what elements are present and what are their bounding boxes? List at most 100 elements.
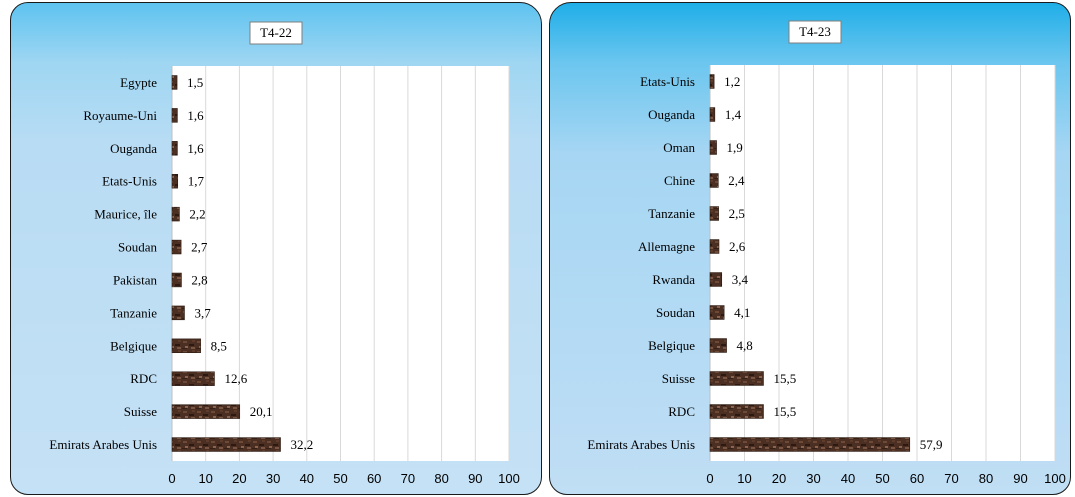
bar: [171, 437, 281, 452]
chart-t4-22: T4-22 0 10 20 30 40 50 60 70 80 90 100 Egypte 1,5 Roya…: [49, 21, 520, 486]
category-label: Emirats Arabes Unis: [49, 437, 157, 452]
data-label: 1,2: [724, 74, 740, 89]
bar: [171, 173, 179, 189]
bar: [709, 371, 764, 386]
data-label: 1,5: [187, 75, 203, 90]
bar: [171, 239, 182, 255]
x-tick-label: 40: [300, 471, 314, 486]
data-label: 3,4: [732, 272, 749, 287]
data-label: 2,8: [191, 272, 207, 287]
data-label: 32,2: [291, 437, 314, 452]
category-label: Etats-Unis: [640, 74, 695, 89]
category-label: RDC: [130, 371, 157, 386]
bar: [709, 107, 716, 122]
data-label: 1,7: [188, 174, 205, 189]
x-tick-label: 0: [168, 471, 175, 486]
bar: [171, 305, 185, 321]
x-tick-label: 20: [772, 471, 786, 486]
bar: [171, 206, 180, 222]
x-tick-label: 80: [434, 471, 448, 486]
x-tick-label: 80: [979, 471, 993, 486]
category-label: Belgique: [648, 338, 695, 353]
x-tick-label: 100: [1044, 471, 1066, 486]
bar: [709, 404, 764, 419]
bar: [171, 371, 215, 386]
x-tick-label: 10: [198, 471, 212, 486]
bar: [171, 272, 182, 288]
category-label: Emirats Arabes Unis: [587, 437, 695, 452]
x-tick-label: 40: [841, 471, 855, 486]
bar: [709, 239, 720, 254]
category-label: Pakistan: [113, 272, 158, 287]
category-label: RDC: [668, 404, 695, 419]
x-tick-label: 50: [333, 471, 347, 486]
x-tick-label: 0: [706, 471, 713, 486]
x-tick-label: 20: [232, 471, 246, 486]
bar: [709, 140, 717, 155]
bar: [709, 338, 727, 353]
x-tick-label: 90: [1013, 471, 1027, 486]
category-label: Etats-Unis: [102, 174, 157, 189]
x-tick-label: 100: [498, 471, 520, 486]
category-label: Soudan: [118, 240, 158, 255]
x-tick-label: 70: [401, 471, 415, 486]
category-label: Tanzanie: [648, 206, 695, 221]
chart-t4-23: T4-23 0 10 20 30 40 50 60 70 80 90 100 Etats-Unis 1,2…: [587, 20, 1066, 486]
bar: [709, 437, 911, 452]
data-label: 1,9: [727, 140, 743, 155]
bar: [709, 206, 719, 221]
data-label: 4,1: [734, 305, 750, 320]
chart-title-box: [249, 21, 303, 45]
x-tick-label: 10: [737, 471, 751, 486]
data-label: 57,9: [920, 437, 943, 452]
data-label: 1,4: [725, 107, 742, 122]
bar: [709, 173, 719, 188]
category-label: Suisse: [124, 404, 157, 419]
bar: [171, 108, 178, 123]
data-label: 3,7: [194, 305, 211, 320]
x-tick-label: 60: [367, 471, 381, 486]
chart-title: T4-23: [799, 24, 831, 39]
data-label: 15,5: [773, 404, 796, 419]
x-tick-label: 60: [910, 471, 924, 486]
bar: [171, 338, 201, 354]
category-label: Tanzanie: [110, 305, 157, 320]
data-label: 2,6: [729, 239, 746, 254]
category-label: Oman: [663, 140, 695, 155]
data-label: 2,5: [729, 206, 745, 221]
category-label: Allemagne: [638, 239, 695, 254]
data-label: 2,7: [191, 240, 208, 255]
data-label: 2,2: [189, 207, 205, 222]
data-label: 15,5: [773, 371, 796, 386]
bar: [171, 75, 178, 90]
bar: [171, 404, 241, 419]
chart-title-box: [788, 20, 842, 44]
x-tick-label: 30: [266, 471, 280, 486]
category-label: Belgique: [110, 338, 157, 353]
bar: [709, 74, 715, 89]
data-label: 20,1: [250, 404, 273, 419]
data-label: 4,8: [737, 338, 753, 353]
x-tick-label: 90: [468, 471, 482, 486]
category-label: Ouganda: [110, 141, 157, 156]
x-tick-label: 50: [875, 471, 889, 486]
data-label: 2,4: [728, 173, 745, 188]
category-label: Soudan: [656, 305, 696, 320]
data-label: 1,6: [187, 141, 204, 156]
bar: [709, 305, 725, 320]
bar: [709, 272, 723, 287]
x-tick-label: 70: [944, 471, 958, 486]
bar: [171, 141, 178, 156]
data-label: 12,6: [224, 371, 247, 386]
category-label: Suisse: [662, 371, 695, 386]
x-tick-label: 30: [806, 471, 820, 486]
category-label: Royaume-Uni: [83, 108, 157, 123]
category-label: Maurice, île: [94, 207, 157, 222]
category-label: Egypte: [120, 75, 157, 90]
data-label: 8,5: [211, 338, 227, 353]
data-label: 1,6: [187, 108, 204, 123]
category-label: Ouganda: [648, 107, 695, 122]
category-label: Rwanda: [652, 272, 695, 287]
chart-title: T4-22: [260, 25, 292, 40]
